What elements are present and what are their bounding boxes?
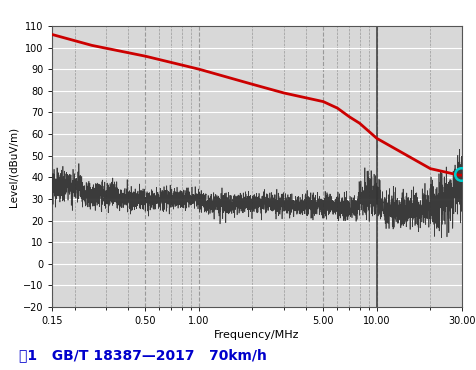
Y-axis label: Level/(dBuV/m): Level/(dBuV/m) <box>9 127 19 206</box>
X-axis label: Frequency/MHz: Frequency/MHz <box>214 330 300 340</box>
Text: 图1   GB/T 18387—2017   70km/h: 图1 GB/T 18387—2017 70km/h <box>19 349 267 363</box>
